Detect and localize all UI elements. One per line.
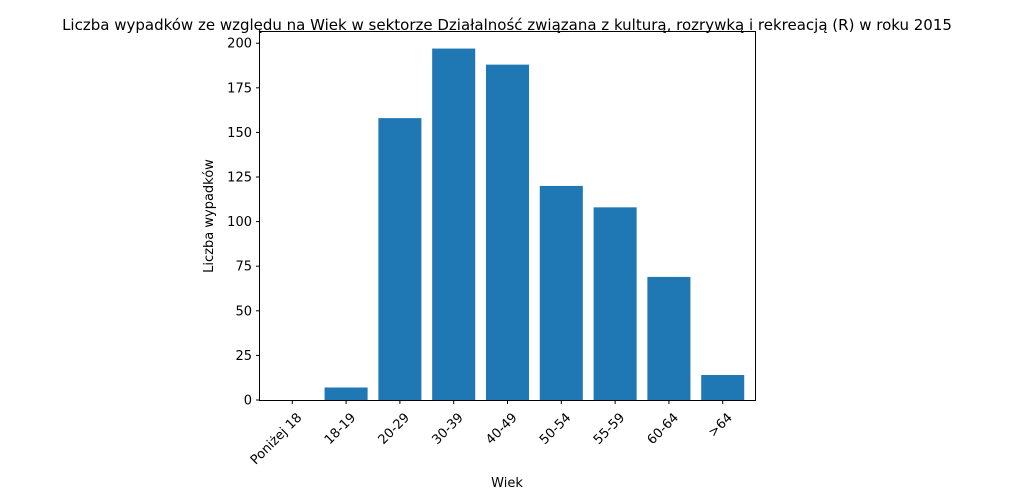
x-tick-label: 55-59 (591, 410, 628, 447)
x-tick-label: Poniżej 18 (248, 410, 305, 467)
y-axis-ticks: 0 25 50 75 100 125 150 175 200 (227, 37, 260, 409)
x-tick-label: >64 (706, 410, 736, 440)
y-tick-label: 75 (235, 260, 252, 275)
x-tick-label: 40-49 (483, 410, 520, 447)
chart-title: Liczba wypadków ze względu na Wiek w sek… (62, 16, 952, 34)
x-tick-label: 18-19 (322, 410, 359, 447)
y-tick-label: 0 (244, 394, 252, 409)
y-tick-label: 125 (227, 171, 252, 186)
bar-40-49 (485, 64, 530, 400)
x-axis-label: Wiek (491, 476, 523, 491)
bar-50-54 (539, 185, 583, 400)
x-tick-label: 60-64 (645, 410, 682, 447)
y-tick-label: 175 (227, 81, 252, 96)
x-axis-ticks: Poniżej 18 18-19 20-29 30-39 40-49 50-54 55-59… (248, 400, 736, 468)
y-tick-label: 200 (227, 37, 252, 52)
y-tick-label: 50 (235, 304, 252, 319)
y-tick-label: 100 (227, 215, 252, 230)
bar->64 (701, 375, 745, 400)
x-tick-label: 20-29 (376, 410, 413, 447)
bar-60-64 (647, 276, 691, 400)
bar-30-39 (432, 48, 476, 400)
bars-layer (324, 48, 745, 400)
y-tick-label: 25 (235, 349, 252, 364)
x-tick-label: 30-39 (429, 410, 466, 447)
x-tick-label: 50-54 (537, 410, 574, 447)
bar-18-19 (324, 387, 368, 400)
y-axis-label: Liczba wypadków (202, 159, 217, 273)
bar-55-59 (593, 207, 637, 400)
bar-20-29 (378, 118, 422, 400)
plot-frame (259, 31, 756, 401)
y-tick-label: 150 (227, 126, 252, 141)
